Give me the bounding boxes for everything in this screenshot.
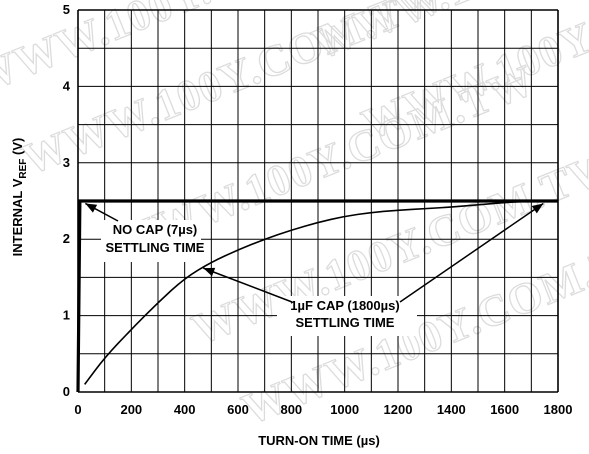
series-line-1uf-cap [84,200,558,385]
annotation-text-no-cap: SETTLING TIME [106,240,205,255]
annotations: NO CAP (7µs) SETTLING TIME 1µF CAP (1800µs… [84,202,544,336]
x-tick-label: 1600 [490,402,519,417]
annotation-arrow-1uf-cap-left-head [203,267,216,277]
y-axis-title-main: INTERNAL V [10,178,25,256]
annotation-arrow-no-cap-head [85,203,98,213]
x-tick-label: 800 [280,402,302,417]
series-layer [76,199,558,393]
y-axis-title-unit: (V) [10,138,25,159]
x-tick-label: 1200 [384,402,413,417]
tick-labels: 0 200 400 600 800 1000 1200 1400 1600 1800 0 1 2 3 4 5 [63,2,573,417]
x-axis-title: TURN-ON TIME (µs) [258,433,380,448]
annotation-bg-1uf-cap [277,296,417,336]
watermark-layer: WWW.100Y.COM.TWWWW.100Y.COM.TWWWW.100Y.C… [0,0,589,435]
x-tick-label: 1800 [544,402,573,417]
annotation-text-1uf-cap: SETTLING TIME [296,315,395,330]
y-tick-label: 5 [63,2,70,17]
series-line-no-cap [76,199,558,393]
annotation-text-1uf-cap: 1µF CAP (1800µs) [290,298,399,313]
annotation-arrow-1uf-cap-left-shaft [203,267,293,303]
x-tick-label: 200 [120,402,142,417]
annotation-arrow-1uf-cap-right-head [531,203,544,214]
x-tick-label: 1400 [437,402,466,417]
x-tick-label: 1000 [330,402,359,417]
x-tick-label: 400 [174,402,196,417]
y-axis-title: INTERNAL VREF (V) [10,138,29,257]
svg-text:INTERNAL VREF (V): INTERNAL VREF (V) [10,138,29,257]
annotation-arrow-1uf-cap-right-shaft [399,202,544,303]
y-tick-label: 4 [63,78,71,93]
y-tick-label: 2 [63,231,70,246]
annotation-text-no-cap: NO CAP (7µs) [113,222,198,237]
x-tick-label: 600 [227,402,249,417]
y-tick-label: 1 [63,308,70,323]
y-tick-label: 3 [63,155,70,170]
x-tick-label: 0 [74,402,81,417]
y-tick-label: 0 [63,384,70,399]
annotation-bg-no-cap [101,220,201,262]
y-axis-title-subscript: REF [18,159,29,179]
